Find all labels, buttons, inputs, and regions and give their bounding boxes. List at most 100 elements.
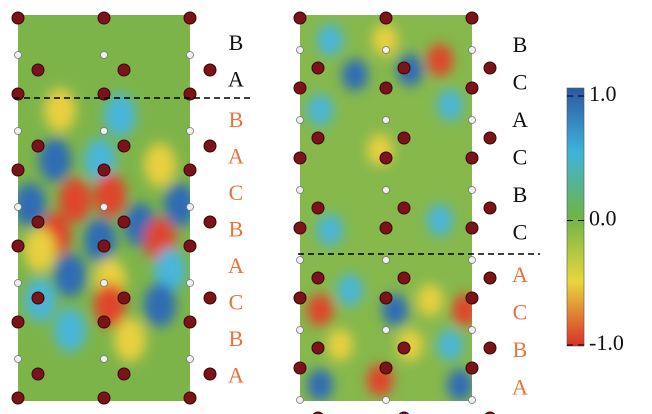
stacking-label: B (513, 337, 528, 362)
atom (11, 163, 25, 177)
atom-small (186, 203, 194, 211)
atom-small (382, 396, 390, 404)
blob (317, 24, 343, 56)
stacking-label: C (513, 70, 528, 95)
atom (203, 215, 217, 229)
atom (293, 361, 307, 375)
atom-small (14, 203, 22, 211)
stacking-label: B (229, 107, 244, 132)
stacking-label: C (513, 145, 528, 170)
atom (465, 361, 479, 375)
stacking-label: A (512, 262, 528, 287)
blob (144, 283, 176, 327)
atom-small (100, 203, 108, 211)
atom-small (100, 355, 108, 363)
atom-small (382, 186, 390, 194)
atom (397, 271, 411, 285)
blob (427, 44, 453, 76)
atom-small (468, 396, 476, 404)
atom (183, 315, 197, 329)
stacking-label: B (229, 30, 244, 55)
atom (97, 239, 111, 253)
blob (427, 204, 453, 236)
atom-small (468, 46, 476, 54)
atom (465, 221, 479, 235)
stacking-label: B (229, 217, 244, 242)
atom-small (468, 186, 476, 194)
atom (117, 291, 131, 305)
atom (397, 61, 411, 75)
atom (379, 151, 393, 165)
atoms (11, 11, 497, 414)
stacking-label: B (513, 32, 528, 57)
blob (342, 59, 368, 91)
atom (31, 215, 45, 229)
atom (11, 315, 25, 329)
atom (117, 215, 131, 229)
atom-small (186, 51, 194, 59)
atom (183, 163, 197, 177)
atom (293, 291, 307, 305)
atom-small (100, 51, 108, 59)
atom (11, 391, 25, 405)
atom (465, 291, 479, 305)
atom (183, 87, 197, 101)
atom (31, 367, 45, 381)
atom-small (382, 46, 390, 54)
atom (11, 239, 25, 253)
atom (293, 11, 307, 25)
atom (379, 361, 393, 375)
atom (293, 81, 307, 95)
atom-small (100, 279, 108, 287)
atom (203, 367, 217, 381)
atom (483, 341, 497, 355)
stacking-label: C (513, 300, 528, 325)
atom-small (382, 256, 390, 264)
atom (483, 61, 497, 75)
blob (307, 294, 333, 326)
atom-small (14, 127, 22, 135)
blob (44, 88, 76, 132)
atom (483, 271, 497, 285)
blob (307, 94, 333, 126)
blob (59, 178, 91, 222)
blob (437, 329, 463, 361)
atom (483, 201, 497, 215)
atom (117, 139, 131, 153)
colorbar-label: 1.0 (589, 81, 617, 106)
atom (483, 131, 497, 145)
blob (104, 93, 136, 137)
atom (397, 131, 411, 145)
blob (317, 214, 343, 246)
blob (447, 369, 472, 401)
atom-small (296, 256, 304, 264)
atom (203, 291, 217, 305)
blob (24, 228, 56, 272)
atom-small (14, 51, 22, 59)
atom-small (186, 127, 194, 135)
atom (311, 131, 325, 145)
atom (379, 81, 393, 95)
atom-small (468, 256, 476, 264)
stacking-label: B (229, 326, 244, 351)
atom-small (100, 127, 108, 135)
blob (417, 284, 443, 316)
atom-small (14, 279, 22, 287)
atom (311, 341, 325, 355)
stacking-label: A (512, 375, 528, 400)
stacking-label: A (228, 253, 244, 278)
blob (307, 369, 333, 401)
blob (54, 253, 86, 297)
atom-small (382, 326, 390, 334)
atom (97, 163, 111, 177)
stacking-label: C (513, 220, 528, 245)
atom (11, 11, 25, 25)
atom-small (296, 116, 304, 124)
atom-small (468, 116, 476, 124)
atom (465, 11, 479, 25)
blob (144, 143, 176, 187)
stacking-label: B (513, 182, 528, 207)
atom (311, 61, 325, 75)
